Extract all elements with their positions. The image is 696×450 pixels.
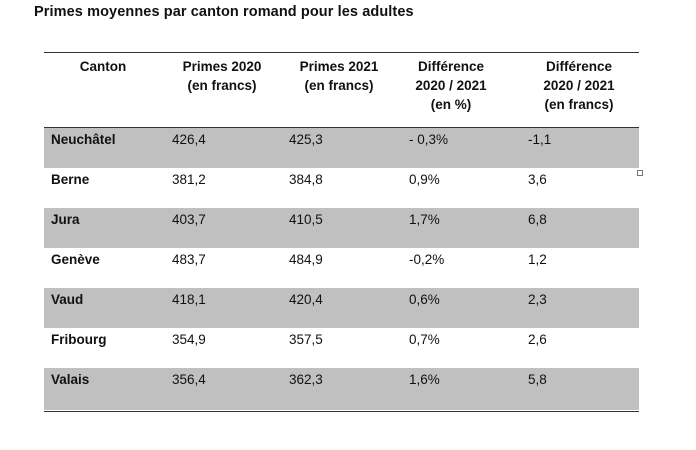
cell-difference-francs: 2,6 bbox=[528, 332, 547, 347]
header-primes-2021: Primes 2021 (en francs) bbox=[299, 59, 379, 93]
table-title: Primes moyennes par canton romand pour l… bbox=[34, 4, 414, 20]
cell-difference-francs: 6,8 bbox=[528, 212, 547, 227]
cell-difference-pct: 0,6% bbox=[409, 292, 440, 307]
cell-difference-pct: -0,2% bbox=[409, 252, 445, 267]
cell-canton: Valais bbox=[51, 372, 90, 387]
table-row: Fribourg 354,9 357,5 0,7% 2,6 bbox=[44, 328, 639, 368]
cell-difference-francs: 3,6 bbox=[528, 172, 547, 187]
cell-primes-2021: 484,9 bbox=[289, 252, 323, 267]
cell-difference-francs: 2,3 bbox=[528, 292, 547, 307]
cell-primes-2020: 381,2 bbox=[172, 172, 206, 187]
cell-difference-pct: 1,7% bbox=[409, 212, 440, 227]
cell-primes-2020: 356,4 bbox=[172, 372, 206, 387]
cell-canton: Jura bbox=[51, 212, 80, 227]
cell-primes-2021: 410,5 bbox=[289, 212, 323, 227]
header-canton: Canton bbox=[79, 59, 127, 74]
table-row: Jura 403,7 410,5 1,7% 6,8 bbox=[44, 208, 639, 248]
cell-primes-2020: 354,9 bbox=[172, 332, 206, 347]
cell-primes-2021: 420,4 bbox=[289, 292, 323, 307]
cell-primes-2020: 426,4 bbox=[172, 132, 206, 147]
cell-difference-pct: 0,7% bbox=[409, 332, 440, 347]
header-difference-pct: Différence 2020 / 2021 (en %) bbox=[415, 59, 487, 112]
cell-primes-2021: 362,3 bbox=[289, 372, 323, 387]
cell-difference-francs: 1,2 bbox=[528, 252, 547, 267]
table-header: Canton Primes 2020 (en francs) Primes 20… bbox=[44, 53, 639, 128]
table-row: Neuchâtel 426,4 425,3 - 0,3% -1,1 bbox=[44, 128, 639, 168]
table-row: Valais 356,4 362,3 1,6% 5,8 bbox=[44, 368, 639, 410]
cell-difference-pct: - 0,3% bbox=[409, 132, 449, 147]
cell-primes-2021: 425,3 bbox=[289, 132, 323, 147]
cell-canton: Neuchâtel bbox=[51, 132, 116, 147]
cell-primes-2021: 384,8 bbox=[289, 172, 323, 187]
cell-canton: Fribourg bbox=[51, 332, 107, 347]
cell-difference-pct: 1,6% bbox=[409, 372, 440, 387]
cell-difference-francs: 5,8 bbox=[528, 372, 547, 387]
table-row: Genève 483,7 484,9 -0,2% 1,2 bbox=[44, 248, 639, 288]
cell-primes-2020: 403,7 bbox=[172, 212, 206, 227]
resize-handle[interactable] bbox=[637, 170, 643, 176]
table-row: Vaud 418,1 420,4 0,6% 2,3 bbox=[44, 288, 639, 328]
header-difference-francs: Différence 2020 / 2021 (en francs) bbox=[543, 59, 615, 112]
cell-primes-2020: 483,7 bbox=[172, 252, 206, 267]
header-primes-2020: Primes 2020 (en francs) bbox=[182, 59, 262, 93]
cell-difference-francs: -1,1 bbox=[528, 132, 552, 147]
cell-primes-2021: 357,5 bbox=[289, 332, 323, 347]
table-row: Berne 381,2 384,8 0,9% 3,6 bbox=[44, 168, 639, 208]
cell-canton: Genève bbox=[51, 252, 100, 267]
premiums-table: Canton Primes 2020 (en francs) Primes 20… bbox=[44, 52, 639, 412]
cell-primes-2020: 418,1 bbox=[172, 292, 206, 307]
cell-canton: Berne bbox=[51, 172, 90, 187]
cell-canton: Vaud bbox=[51, 292, 84, 307]
cell-difference-pct: 0,9% bbox=[409, 172, 440, 187]
